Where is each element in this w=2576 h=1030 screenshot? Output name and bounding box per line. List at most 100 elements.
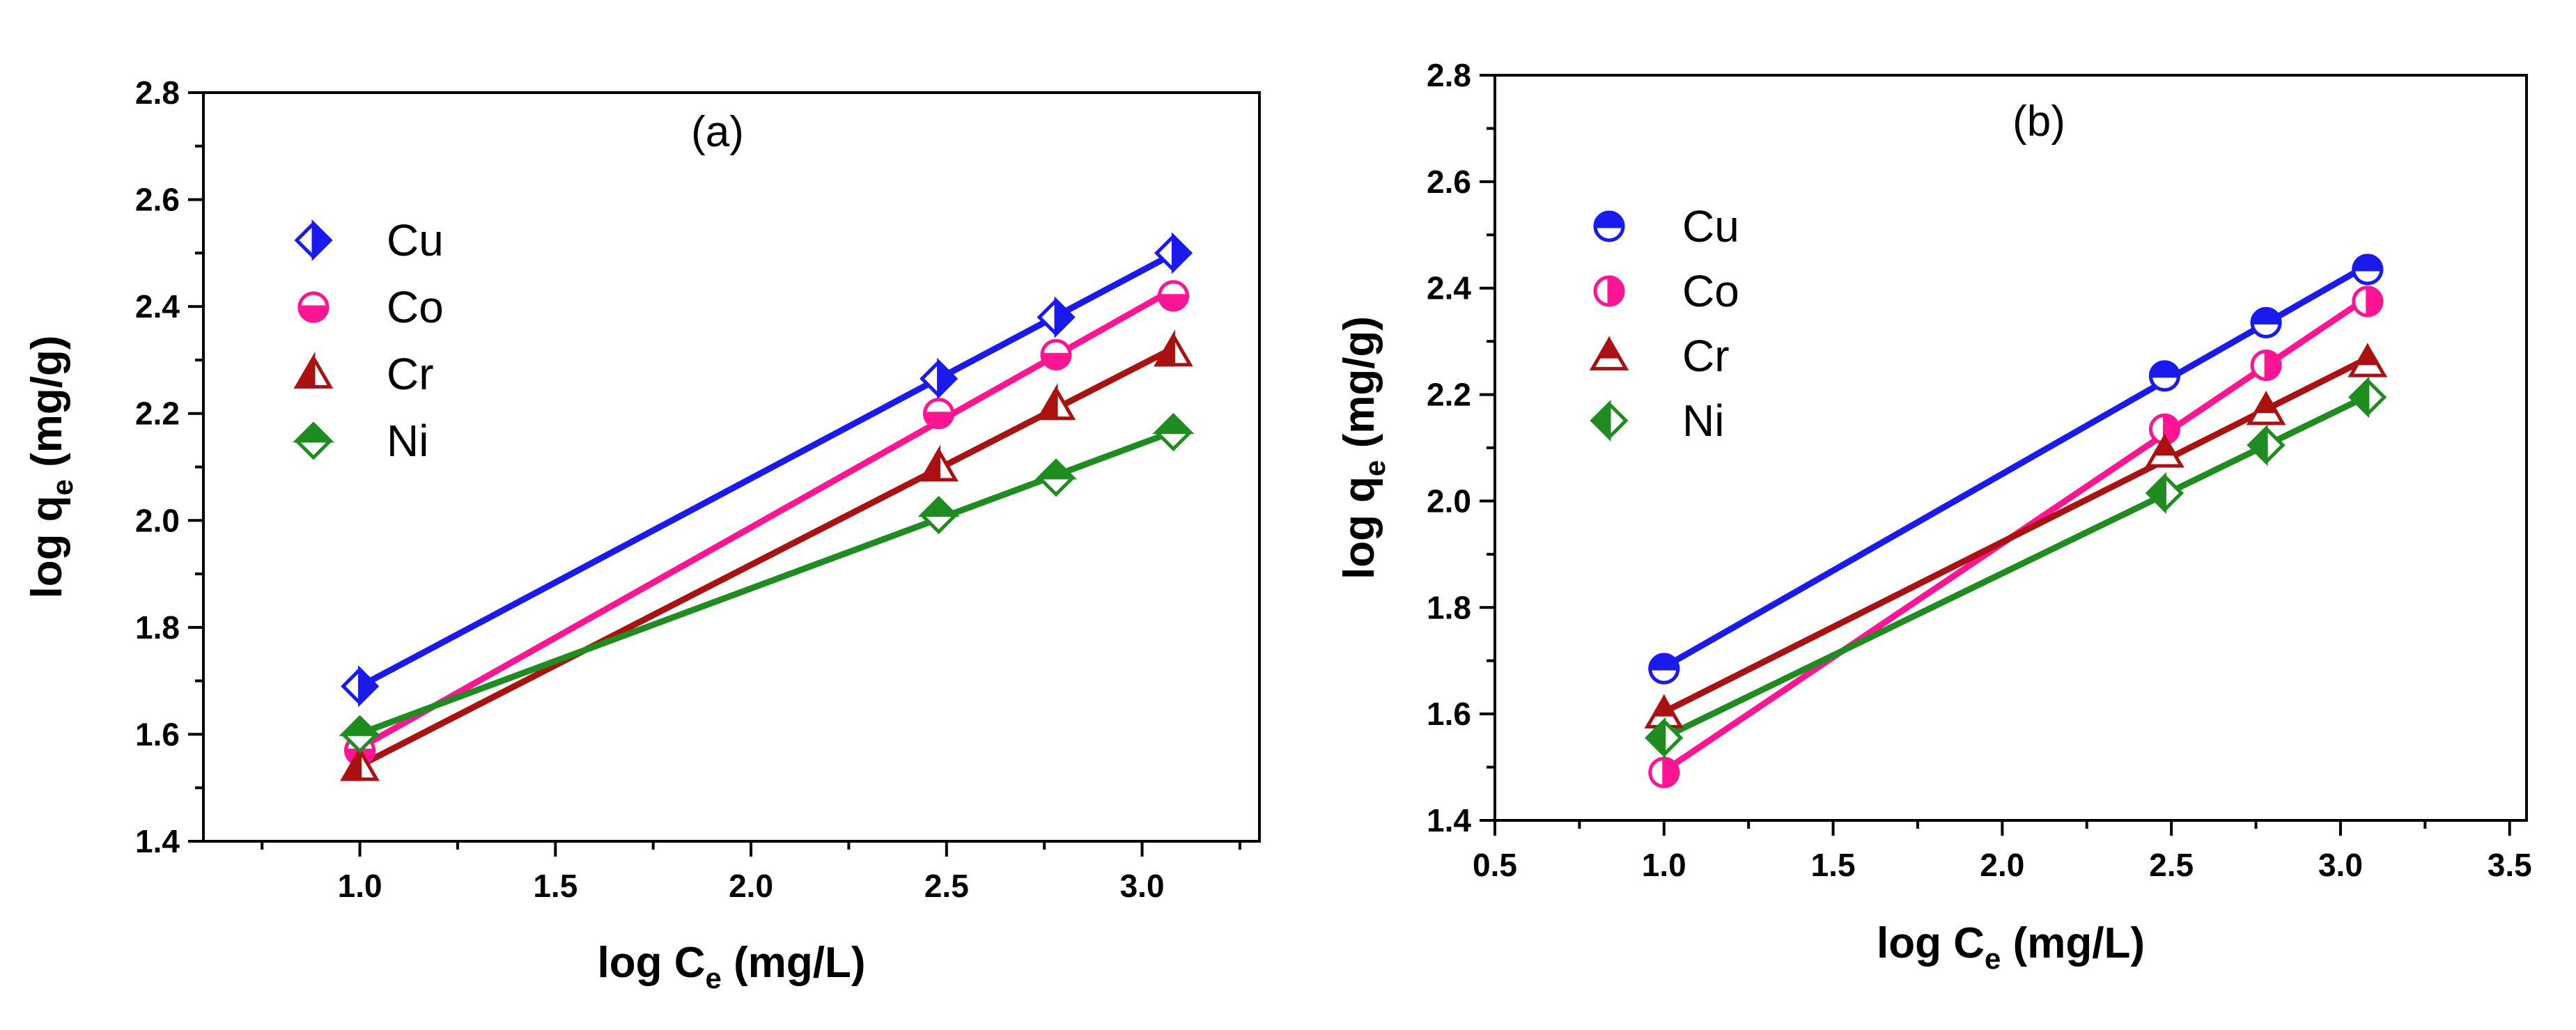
y-tick-label: 2.6 [135, 182, 180, 218]
y-tick-label: 2.4 [1427, 270, 1471, 306]
x-axis-title-units: (mg/L) [722, 939, 866, 987]
y-tick-label: 1.8 [1427, 589, 1471, 625]
y-tick-label: 2.0 [135, 502, 180, 538]
x-axis-title-main: log C [598, 939, 706, 987]
data-point-ni [917, 496, 960, 535]
legend-marker-ni [292, 421, 335, 460]
legend-entry-cu: Cu [1593, 201, 1739, 251]
data-point-ni [1152, 413, 1195, 452]
data-point-cu [341, 665, 380, 708]
data-point-co [2352, 286, 2384, 318]
y-tick-label: 1.8 [135, 609, 180, 646]
legend-entry-cr: Cr [1589, 331, 1730, 381]
legend-label: Cr [387, 349, 434, 399]
data-point-cr [2348, 343, 2388, 377]
data-point-cu [1037, 296, 1076, 338]
legend-marker-ni [1590, 399, 1629, 442]
data-point-ni [1034, 458, 1078, 497]
y-axis-title-sub: e [46, 479, 79, 495]
data-point-co [1040, 338, 1072, 370]
legend-marker-co [297, 291, 329, 323]
legend-entry-co: Co [1593, 266, 1739, 316]
y-tick-label: 2.4 [135, 288, 180, 325]
data-point-co [2250, 350, 2282, 382]
legend-marker-cr [293, 351, 334, 389]
data-point-cu [1648, 653, 1680, 685]
legend-marker-cu [294, 219, 333, 262]
data-point-cu [2352, 253, 2384, 286]
y-tick-label: 2.8 [1427, 57, 1471, 93]
x-tick-label: 2.5 [2149, 847, 2194, 883]
fit-line-cu [357, 251, 1177, 690]
data-point-cu [2250, 306, 2282, 338]
plot-frame [1493, 74, 2528, 822]
y-tick-label: 1.6 [1427, 696, 1471, 732]
x-tick-label: 2.5 [924, 868, 969, 904]
x-tick-label: 1.0 [1642, 847, 1686, 883]
legend-label: Cu [387, 215, 444, 265]
data-point-ni [339, 715, 381, 754]
legend-entry-co: Co [297, 282, 444, 332]
data-point-cr [2246, 390, 2286, 426]
y-tick-label: 2.2 [135, 396, 180, 432]
data-point-ni [2348, 376, 2387, 419]
x-axis-title-units: (mg/L) [2001, 919, 2145, 967]
x-tick-label: 3.0 [1120, 868, 1165, 904]
legend-label: Cu [1682, 201, 1739, 251]
fit-line-co [357, 286, 1177, 751]
legend-entry-cu: Cu [294, 215, 444, 265]
legend-label: Ni [1682, 396, 1724, 446]
x-tick-label: 0.5 [1473, 847, 1517, 883]
legend-label: Co [387, 282, 444, 332]
data-point-co [1648, 756, 1680, 788]
data-point-ni [2247, 424, 2286, 467]
legend-entry-cr: Cr [293, 349, 434, 399]
data-point-cr [1154, 329, 1193, 367]
y-axis-title: log qe (mg/g) [1335, 316, 1391, 579]
data-point-ni [1645, 717, 1684, 759]
x-tick-label: 2.0 [729, 868, 773, 904]
x-tick-label: 1.0 [338, 868, 382, 904]
data-point-cu [1154, 232, 1193, 274]
y-axis-title-main: log q [23, 495, 71, 598]
data-point-cu [920, 357, 959, 400]
x-axis-title-sub: e [1985, 942, 2001, 975]
y-tick-label: 2.2 [1427, 377, 1471, 413]
chart-panel-b: 0.5 1.0 1.5 2.0 2.5 3.0 3.5 1.4 1.6 1.8 2.0 2.2 2.4 2… [1335, 57, 2532, 975]
data-point-cr [2145, 433, 2185, 468]
panel-label: (b) [2012, 97, 2065, 146]
y-tick-label: 1.4 [135, 823, 180, 859]
legend-label: Ni [387, 416, 428, 466]
fit-line-ni [357, 428, 1177, 737]
data-point-co [923, 398, 955, 430]
y-tick-label: 2.0 [1427, 483, 1471, 519]
y-tick-label: 2.8 [135, 75, 180, 111]
x-tick-label: 1.5 [1811, 847, 1856, 883]
fit-line-cu [1661, 262, 2371, 671]
y-axis-title-sub: e [1358, 460, 1391, 476]
x-axis-title-main: log C [1877, 919, 1985, 967]
x-tick-label: 1.5 [533, 868, 577, 904]
x-axis-title: log Ce (mg/L) [1877, 919, 2145, 975]
legend-marker-cr [1589, 336, 1629, 370]
y-tick-label: 1.6 [135, 716, 180, 752]
legend-marker-cu [1593, 210, 1625, 242]
chart-panel-a: 1.0 1.5 2.0 2.5 3.0 1.4 1.6 1.8 2.0 2.2 2.4 2.6 2.8 (… [23, 75, 1261, 994]
data-point-cu [2148, 360, 2180, 392]
legend-label: Co [1682, 266, 1739, 316]
panel-label: (a) [691, 108, 744, 156]
data-point-cr [1036, 382, 1076, 421]
x-tick-label: 3.0 [2318, 847, 2363, 883]
x-axis-title-sub: e [706, 962, 722, 994]
legend-entry-ni: Ni [292, 416, 428, 466]
y-axis-title-units: (mg/g) [23, 335, 71, 479]
data-point-ni [2145, 471, 2184, 514]
data-point-cr [340, 744, 380, 781]
fit-line-cr [1661, 355, 2371, 715]
data-point-cr [919, 444, 959, 482]
y-axis-title-main: log q [1335, 476, 1383, 579]
data-point-co [1157, 280, 1189, 312]
fit-line-ni [1661, 393, 2371, 741]
legend-marker-co [1593, 275, 1625, 307]
